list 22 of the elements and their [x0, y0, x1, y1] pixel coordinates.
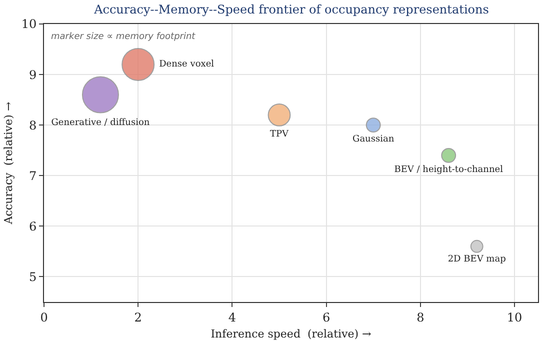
annotation: marker size ∝ memory footprint: [51, 32, 196, 42]
x-tick-label: 2: [134, 310, 142, 324]
x-tick-label: 10: [506, 310, 522, 324]
x-tick-label: 8: [416, 310, 424, 324]
x-axis-title: Inference speed (relative) →: [210, 328, 372, 341]
y-tick-label: 9: [28, 68, 37, 82]
y-tick-label: 5: [28, 270, 37, 284]
x-tick-label: 0: [40, 310, 48, 324]
series-label: Generative / diffusion: [51, 118, 150, 128]
y-tick-label: 7: [28, 168, 37, 183]
series-label: Dense voxel: [159, 60, 214, 70]
x-tick-label: 4: [228, 310, 236, 324]
y-axis-title: Accuracy (relative) →: [2, 102, 15, 226]
y-tick-label: 8: [28, 118, 37, 132]
y-tick-label: 6: [28, 219, 37, 234]
chart-title: Accuracy--Memory--Speed frontier of occupancy representations: [93, 2, 489, 17]
series-label: BEV / height-to-channel: [394, 164, 504, 175]
x-tick-label: 6: [322, 310, 330, 324]
y-tick-label: 10: [21, 17, 37, 32]
series-label: 2D BEV map: [448, 254, 506, 265]
series-label: TPV: [270, 129, 290, 140]
series-label: Gaussian: [352, 134, 394, 145]
